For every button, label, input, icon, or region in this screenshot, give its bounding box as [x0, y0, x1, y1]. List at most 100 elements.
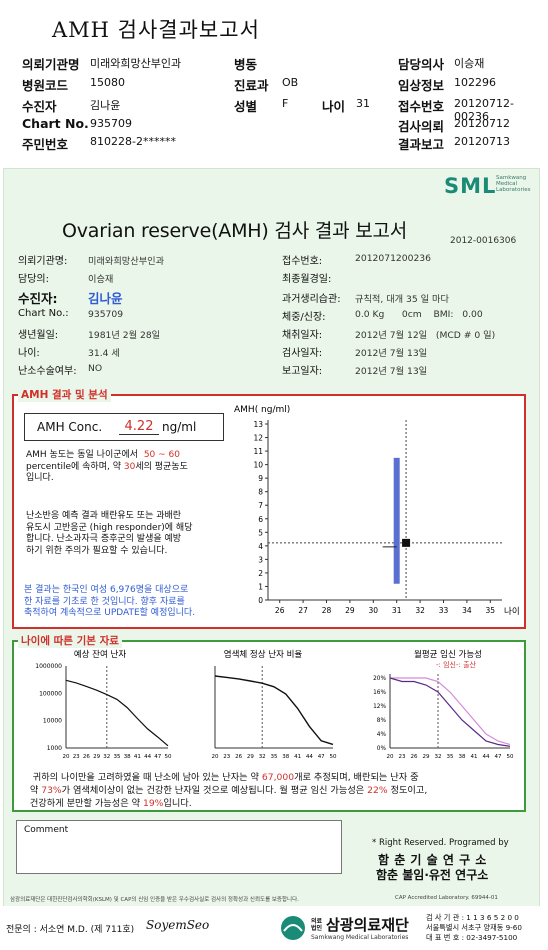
x-tick-label: 33: [439, 606, 449, 615]
basic-section-title: 나이에 따른 기본 자료: [18, 633, 122, 648]
info-label: 난소수술여부:: [18, 366, 77, 377]
x-tick-label: 23: [399, 754, 406, 760]
x-tick-label: 47: [495, 754, 502, 760]
x-tick-label: 20: [387, 754, 394, 760]
amh-data-note: 본 결과는 한국인 여성 6,976명을 대상으로 한 자료를 기초로 한 것입…: [24, 585, 196, 618]
y-tick-label: 12: [253, 434, 263, 443]
info-label: 생년월일:: [18, 330, 59, 341]
header-title: AMH 검사결과보고서: [52, 18, 260, 42]
val-clinical-info: 102296: [454, 76, 496, 89]
info-label: 최종월경일:: [282, 274, 332, 285]
x-tick-label: 20: [63, 754, 70, 760]
x-tick-label: 44: [306, 754, 313, 760]
y-tick-label: 10000: [43, 718, 62, 725]
x-tick-label: 35: [486, 606, 496, 615]
x-tick-label: 41: [471, 754, 478, 760]
val-hospital-code: 15080: [90, 76, 125, 89]
amh-conc-label: AMH Conc.: [37, 420, 103, 434]
info-value: 0.0 Kg 0cm BMI: 0.00: [355, 309, 483, 320]
institute-name-2: 함춘 불임·유전 연구소: [376, 868, 489, 882]
doctor-signature: SoyemSeo: [146, 918, 210, 932]
rights-note: * Right Reserved. Programed by: [372, 838, 509, 848]
info-label: Chart No.:: [18, 308, 69, 319]
val-institution: 미래와희망산부인과: [90, 57, 182, 70]
percentile-range: 50 ~ 60: [143, 450, 180, 460]
y-tick-label: 10: [253, 461, 263, 470]
lbl-doctor: 담당의사: [398, 57, 445, 72]
x-tick-label: 38: [124, 754, 131, 760]
val-department: OB: [282, 76, 299, 89]
y-tick-label: 5: [258, 528, 263, 537]
y-axis-label: AMH( ng/ml): [234, 405, 290, 415]
x-tick-label: 29: [423, 754, 430, 760]
amh-conc-value: 4.22: [119, 419, 159, 435]
lbl-report-date: 결과보고: [398, 137, 445, 152]
normal-rate: 73%: [41, 785, 62, 796]
foundation-name-en: Samkwang Medical Laboratories: [311, 934, 409, 941]
y-tick-label: 2: [258, 569, 263, 578]
x-tick-label: 29: [93, 754, 100, 760]
info-value: 이승재: [88, 274, 114, 285]
series-line: [390, 677, 511, 746]
amh-conc-box: AMH Conc. 4.22 ng/ml: [24, 413, 224, 441]
y-tick-label: 1: [258, 582, 263, 591]
x-tick-label: 47: [318, 754, 325, 760]
comment-box: Comment: [16, 820, 342, 874]
lbl-request-date: 검사의뢰: [398, 119, 445, 134]
info-label: 과거생리습관:: [282, 294, 341, 305]
x-tick-label: 32: [103, 754, 110, 760]
info-value: 2012071200236: [355, 253, 431, 264]
amh-point: [402, 538, 411, 547]
val-sex: F: [282, 97, 289, 110]
lab-address: 검 사 기 관 : 1 1 3 6 5 2 0 0 서울특별시 서초구 양재동 …: [426, 913, 522, 942]
val-resident-no: 810228-2******: [90, 135, 176, 148]
val-chart-no: 935709: [90, 117, 132, 130]
info-label: 나이:: [18, 348, 40, 359]
x-tick-label: 50: [507, 754, 514, 760]
report-title: Ovarian reserve(AMH) 검사 결과 보고서: [62, 220, 408, 242]
sml-emblem-icon: [281, 916, 305, 940]
y-tick-label: 20%: [373, 676, 386, 682]
x-tick-label: 35: [114, 754, 121, 760]
series-line: [214, 675, 334, 746]
lbl-clinical-info: 임상정보: [398, 78, 445, 93]
lbl-age: 나이: [322, 99, 346, 114]
equivalent-age: 30: [123, 461, 136, 472]
val-report-date: 20120713: [454, 135, 510, 148]
y-tick-label: 13: [253, 420, 263, 429]
y-tick-label: 1000000: [35, 663, 62, 670]
chart-title: 염색체 정상 난자 비율: [224, 649, 303, 660]
y-tick-label: 0%: [377, 746, 387, 752]
y-tick-label: 4%: [377, 732, 387, 738]
series-line: [65, 679, 169, 747]
x-tick-label: 26: [83, 754, 90, 760]
info-label: 검사일자:: [282, 348, 323, 359]
x-tick-label: 26: [235, 754, 242, 760]
info-value: 1981년 2월 28일: [88, 330, 161, 341]
lbl-ward: 병동: [234, 57, 258, 72]
amh-section-title: AMH 결과 및 분석: [18, 387, 111, 402]
x-tick-label: 34: [462, 606, 472, 615]
x-tick-label: 23: [73, 754, 80, 760]
x-tick-label: 41: [294, 754, 301, 760]
y-tick-label: 6: [258, 515, 263, 524]
x-tick-label: 38: [459, 754, 466, 760]
lbl-sex: 성별: [234, 99, 258, 114]
x-tick-label: 41: [134, 754, 141, 760]
info-value: 미래와희망산부인과: [88, 256, 165, 267]
y-tick-label: 7: [258, 501, 263, 510]
x-tick-label: 30: [369, 606, 379, 615]
x-tick-label: 31: [392, 606, 402, 615]
info-value: 2012년 7월 12일 (MCD # 0 일): [355, 330, 496, 341]
y-tick-label: 4: [258, 542, 263, 551]
x-tick-label: 27: [298, 606, 308, 615]
val-reception-no: 20120712-00236: [454, 97, 514, 123]
x-tick-label: 35: [271, 754, 278, 760]
chart-title: 예상 잔여 난자: [74, 649, 127, 660]
lbl-department: 진료과: [234, 78, 269, 93]
x-tick-label: 32: [435, 754, 442, 760]
y-tick-label: 12%: [373, 704, 386, 710]
x-tick-label: 47: [154, 754, 161, 760]
cap-note: CAP Accredited Laboratory. 69944-01: [395, 895, 498, 901]
x-tick-label: 44: [483, 754, 490, 760]
